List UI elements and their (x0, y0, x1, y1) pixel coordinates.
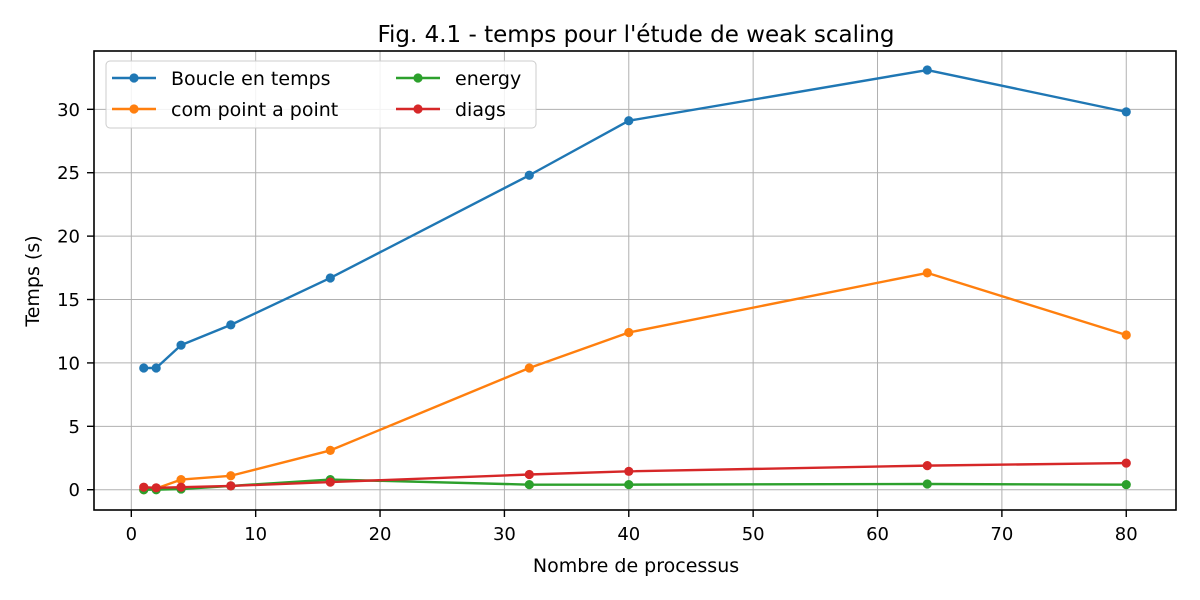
data-point-boucle-en-temps (1121, 107, 1131, 117)
legend-label: diags (455, 99, 506, 121)
data-point-diags (624, 466, 634, 476)
y-tick-label: 10 (57, 353, 80, 374)
y-tick-label: 20 (57, 227, 80, 248)
legend-label: com point a point (171, 99, 338, 121)
legend-swatch-marker (413, 104, 423, 114)
data-point-energy (922, 479, 932, 489)
x-tick-label: 80 (1115, 524, 1138, 545)
y-tick-label: 30 (57, 100, 80, 121)
data-point-com-point-a-point (226, 471, 236, 481)
data-point-boucle-en-temps (325, 273, 335, 283)
data-point-com-point-a-point (1121, 330, 1131, 340)
x-axis-label: Nombre de processus (533, 555, 739, 577)
data-point-com-point-a-point (176, 474, 186, 485)
data-point-com-point-a-point (624, 327, 634, 338)
data-point-diags (325, 477, 335, 487)
data-point-diags (922, 461, 932, 471)
data-point-com-point-a-point (524, 363, 534, 373)
x-tick-label: 30 (493, 524, 516, 545)
data-point-boucle-en-temps (151, 363, 161, 373)
legend-label: energy (455, 68, 521, 90)
data-point-boucle-en-temps (624, 116, 634, 126)
legend-swatch-marker (413, 73, 423, 83)
data-point-boucle-en-temps (524, 170, 534, 180)
data-point-diags (176, 482, 186, 492)
data-point-diags (1121, 458, 1131, 468)
legend-item-diags: diags (396, 99, 506, 121)
data-point-diags (226, 481, 236, 491)
data-point-com-point-a-point (325, 445, 335, 456)
series-layer (139, 65, 1131, 495)
y-tick-label: 25 (57, 163, 80, 184)
legend-swatch-marker (129, 104, 139, 114)
x-tick-label: 0 (126, 524, 137, 545)
plot-frame (93, 50, 1177, 511)
x-tick-label: 50 (742, 524, 765, 545)
x-tick-label: 10 (244, 524, 267, 545)
y-tick-label: 15 (57, 290, 80, 311)
data-point-energy (524, 480, 534, 490)
x-tick-label: 40 (617, 524, 640, 545)
legend-item-boucle-en-temps: Boucle en temps (112, 68, 331, 90)
legend-item-com-point-a-point: com point a point (112, 99, 338, 121)
x-tick-label: 60 (866, 524, 889, 545)
x-axis: 0 10 20 30 40 50 60 70 80 (126, 510, 1138, 545)
series-boucle-en-temps (139, 65, 1131, 373)
data-point-energy (1121, 480, 1131, 490)
data-point-boucle-en-temps (176, 340, 186, 350)
x-tick-label: 70 (990, 524, 1013, 545)
y-axis: 0 5 10 15 20 25 30 (57, 100, 94, 501)
data-point-diags (151, 483, 161, 493)
legend-item-energy: energy (396, 68, 521, 90)
y-axis-label: Temps (s) (22, 235, 44, 327)
series-diags (139, 458, 1131, 493)
y-tick-label: 0 (69, 480, 80, 501)
data-point-boucle-en-temps (139, 363, 149, 373)
x-tick-label: 20 (369, 524, 392, 545)
legend-swatch-marker (129, 73, 139, 83)
y-tick-label: 5 (69, 417, 80, 438)
legend-label: Boucle en temps (171, 68, 331, 90)
data-point-boucle-en-temps (922, 65, 932, 75)
legend: Boucle en temps com point a point energy di… (105, 60, 537, 129)
data-point-com-point-a-point (922, 268, 932, 278)
data-point-diags (139, 482, 149, 492)
data-point-energy (624, 480, 634, 490)
data-point-boucle-en-temps (226, 320, 236, 330)
chart-title: Fig. 4.1 - temps pour l'étude de weak sc… (377, 22, 894, 48)
data-point-diags (524, 469, 534, 480)
